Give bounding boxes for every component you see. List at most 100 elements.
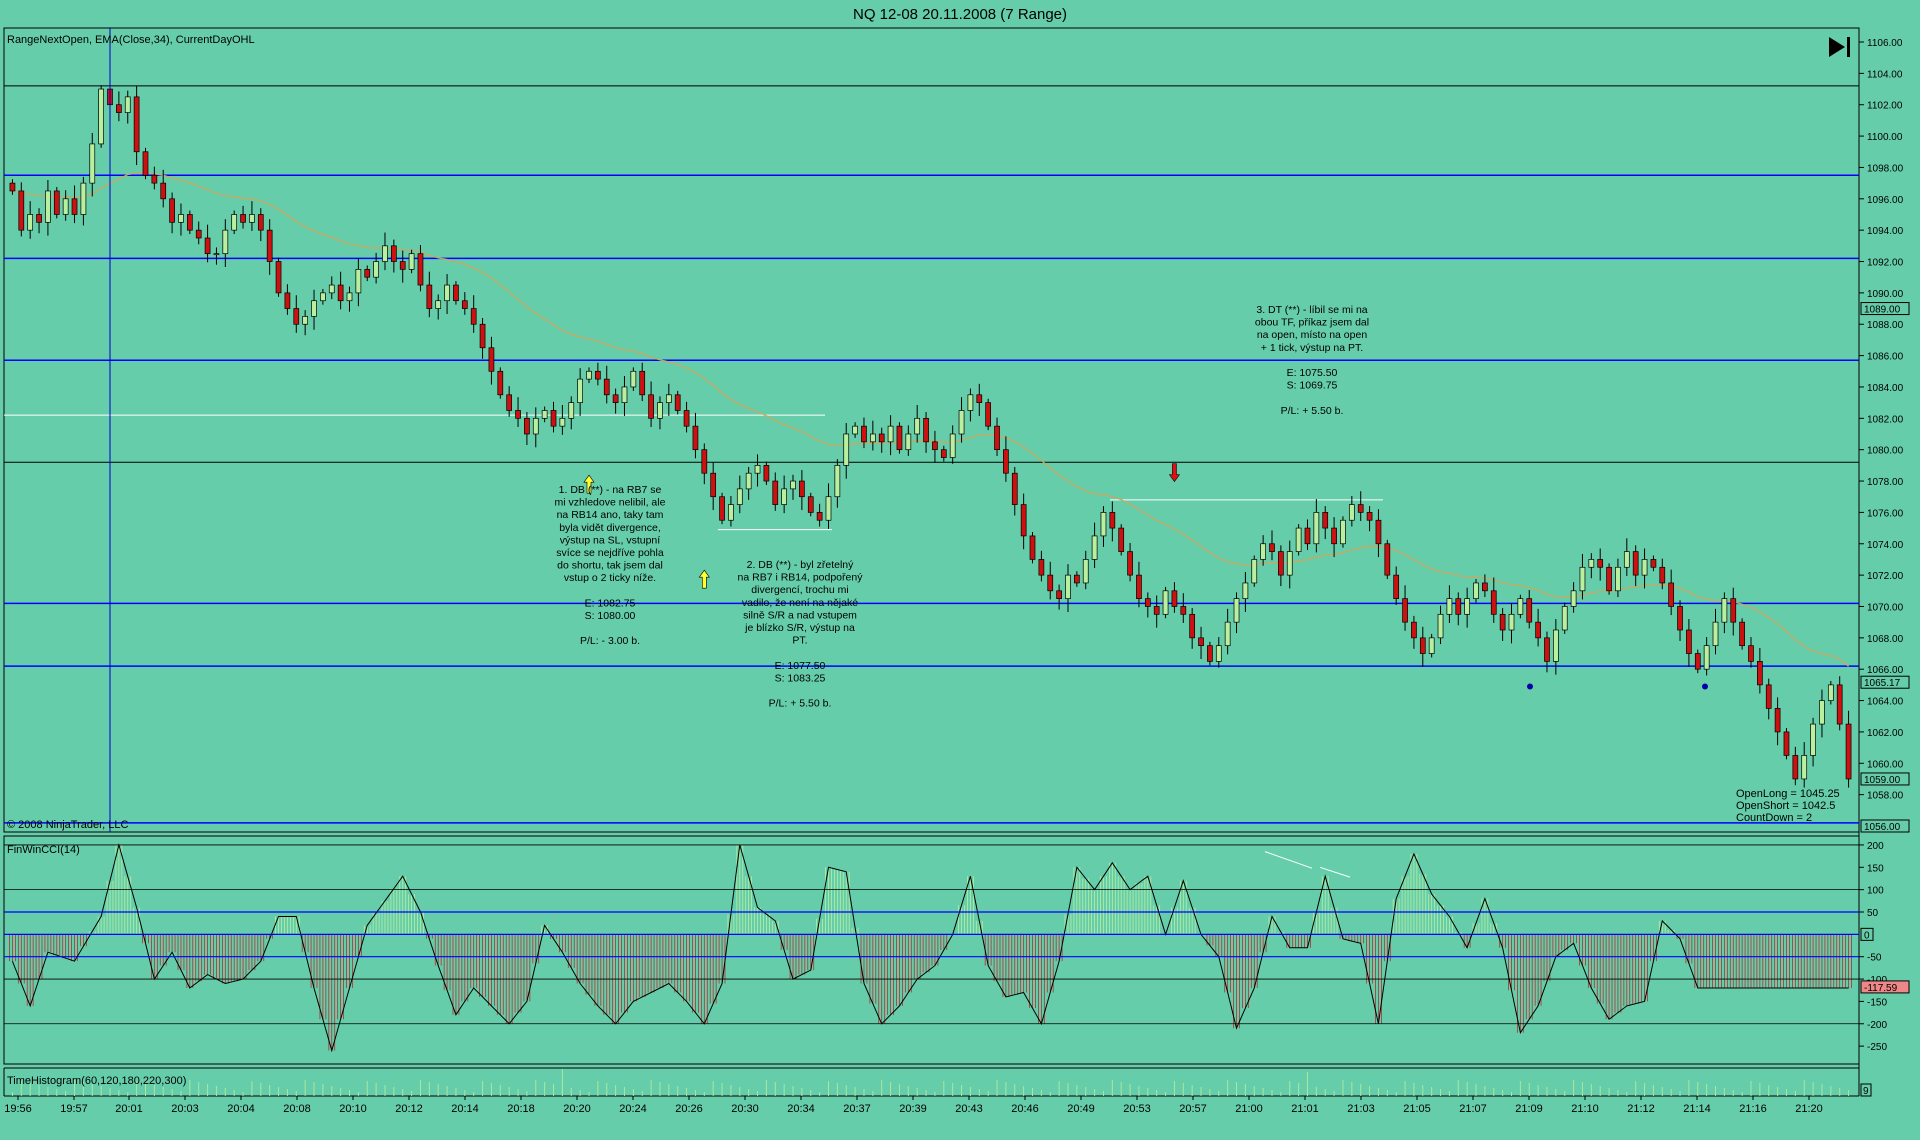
candle-body: [266, 229, 273, 262]
price-tick-label: 1070.00: [1867, 602, 1904, 613]
candle-body: [985, 402, 992, 427]
candle-body: [1836, 684, 1843, 725]
candle-body: [169, 198, 175, 223]
candle-body: [461, 300, 468, 309]
candle-body: [1269, 543, 1275, 552]
price-tick-label: 1092.00: [1867, 258, 1904, 269]
price-tick-label: 1058.00: [1867, 791, 1904, 802]
candle-body: [852, 425, 858, 435]
candle-body: [1508, 613, 1515, 631]
arrow-down-icon: [1168, 463, 1181, 483]
price-marker-label: 1056.00: [1864, 822, 1901, 833]
candle-body: [1827, 684, 1834, 701]
candle-body: [1419, 637, 1426, 654]
annotation-line: P/L: + 5.50 b.: [1281, 405, 1344, 417]
candle-body: [1153, 606, 1160, 615]
time-tick-label: 21:01: [1291, 1103, 1319, 1115]
candle-body: [284, 292, 291, 309]
candle-body: [648, 394, 654, 419]
time-tick-label: 20:03: [171, 1103, 199, 1115]
candle-body: [816, 512, 823, 521]
candle-body: [320, 292, 326, 302]
candle-body: [861, 425, 867, 443]
candle-body: [577, 378, 583, 403]
candle-body: [1579, 566, 1586, 592]
candle-body: [674, 394, 681, 411]
candle-body: [1615, 566, 1621, 592]
price-tick-label: 1060.00: [1867, 759, 1904, 770]
candle-body: [639, 370, 646, 396]
time-tick-label: 21:20: [1795, 1103, 1823, 1115]
time-tick-label: 21:10: [1571, 1103, 1599, 1115]
skip-to-end-icon[interactable]: [1829, 37, 1850, 57]
candle-body: [1446, 598, 1453, 615]
candle-body: [1278, 551, 1284, 576]
candle-body: [1668, 582, 1675, 607]
annotation-line: P/L: + 5.50 b.: [769, 698, 832, 710]
time-axis: 19:56 19:57 20:01 20:03 20:04 20:08 20:10 20:12…: [4, 1096, 1823, 1115]
candle-body: [1091, 535, 1098, 560]
candle-body: [1641, 559, 1648, 576]
candle-body: [1207, 645, 1213, 662]
candle-body: [1011, 472, 1018, 505]
candle-body: [630, 370, 637, 388]
cci-tick-label: -200: [1867, 1020, 1887, 1031]
candle-body: [1544, 637, 1550, 662]
candle-body: [1588, 559, 1595, 568]
candle-body: [1464, 598, 1470, 615]
candle-body: [257, 214, 264, 231]
candle-body: [665, 394, 672, 403]
candle-body: [1233, 598, 1240, 623]
candle-body: [1162, 590, 1169, 615]
price-marker-box: [1860, 675, 1910, 689]
candle-body: [869, 433, 876, 443]
candle-body: [382, 245, 388, 262]
candle-body: [1340, 519, 1346, 545]
svg-text:9: 9: [1863, 1086, 1869, 1097]
candle-body: [1819, 700, 1825, 725]
candle-body: [657, 402, 663, 419]
candle-body: [249, 214, 255, 223]
candle-body: [53, 190, 60, 215]
candle-body: [1384, 543, 1391, 576]
price-tick-label: 1074.00: [1867, 540, 1904, 551]
candle-body: [1757, 661, 1763, 686]
candle-body: [932, 441, 938, 451]
cci-tick-label: -150: [1867, 997, 1887, 1008]
time-tick-label: 20:18: [507, 1103, 535, 1115]
candle-body: [843, 433, 850, 466]
price-marker-box: [1860, 302, 1910, 316]
candle-body: [1712, 621, 1719, 647]
candle-body: [1632, 551, 1639, 576]
candle-body: [719, 496, 725, 521]
candle-body: [1100, 512, 1107, 537]
candle-body: [692, 425, 699, 451]
time-tick-label: 20:43: [955, 1103, 983, 1115]
time-tick-label: 20:20: [563, 1103, 591, 1115]
candle-body: [586, 370, 592, 380]
candle-body: [444, 284, 450, 302]
annotation-line: + 1 tick, výstup na PT.: [1261, 342, 1363, 354]
candle-body: [1535, 621, 1541, 639]
candle-body: [18, 190, 25, 231]
candle-body: [98, 88, 104, 145]
candle-body: [914, 417, 921, 435]
candle-body: [488, 347, 495, 372]
candle-body: [754, 465, 761, 474]
candle-body: [151, 174, 158, 184]
candle-body: [1801, 755, 1808, 780]
candle-body: [1171, 590, 1178, 607]
price-axis: 1106.00 1104.00 1102.00 1100.00 1098.00 1096.…: [1859, 38, 1904, 802]
price-tick-label: 1062.00: [1867, 728, 1904, 739]
candle-body: [1721, 598, 1728, 623]
candle-body: [1455, 598, 1462, 615]
candle-body: [1411, 621, 1417, 639]
candle-body: [178, 214, 184, 223]
price-panel[interactable]: [3, 27, 1860, 833]
candle-body: [1215, 645, 1222, 662]
candle-body: [1437, 613, 1444, 639]
price-candles: [9, 80, 1852, 788]
cci-panel[interactable]: [3, 835, 1860, 1065]
price-marker-label: 1059.00: [1864, 775, 1901, 786]
candle-body: [532, 417, 539, 435]
